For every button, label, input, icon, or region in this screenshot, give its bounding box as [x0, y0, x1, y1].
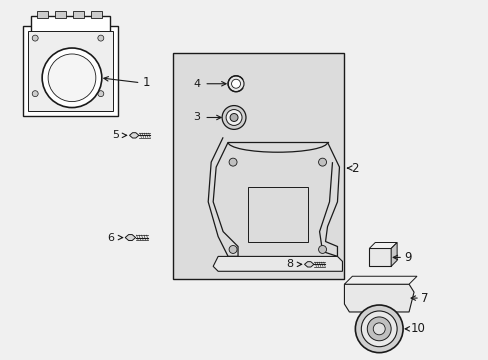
Circle shape [32, 35, 38, 41]
Circle shape [222, 105, 245, 129]
Circle shape [231, 79, 240, 88]
Circle shape [366, 317, 390, 341]
Bar [37, 11, 48, 18]
Text: 8: 8 [286, 259, 293, 269]
Bar [28, 31, 113, 111]
Bar [55, 11, 66, 18]
Text: 1: 1 [142, 76, 150, 89]
Circle shape [225, 109, 242, 125]
Circle shape [48, 54, 96, 102]
Circle shape [361, 311, 396, 347]
Text: 6: 6 [107, 233, 115, 243]
Bar [368, 248, 390, 266]
Text: 9: 9 [403, 251, 411, 264]
Bar [247, 187, 307, 242]
Circle shape [98, 35, 103, 41]
Polygon shape [129, 133, 139, 138]
Circle shape [318, 246, 326, 253]
Text: 3: 3 [193, 112, 200, 122]
Circle shape [230, 113, 238, 121]
Polygon shape [304, 262, 313, 267]
Bar [31, 16, 109, 34]
Text: 5: 5 [111, 130, 119, 140]
Circle shape [228, 158, 237, 166]
Polygon shape [344, 276, 416, 284]
Circle shape [98, 91, 103, 96]
Circle shape [42, 48, 102, 108]
Circle shape [227, 76, 244, 92]
Text: 4: 4 [193, 79, 200, 89]
Circle shape [32, 91, 38, 96]
Polygon shape [368, 243, 396, 248]
Bar [23, 26, 118, 116]
Polygon shape [213, 256, 342, 271]
Circle shape [372, 323, 385, 335]
Polygon shape [390, 243, 396, 266]
Polygon shape [344, 284, 413, 312]
Bar [173, 53, 344, 279]
Polygon shape [125, 235, 135, 240]
Bar [73, 11, 84, 18]
Bar [91, 11, 102, 18]
Circle shape [355, 305, 402, 353]
Circle shape [228, 246, 237, 253]
Text: 10: 10 [410, 322, 425, 336]
Text: 2: 2 [351, 162, 358, 175]
Circle shape [318, 158, 326, 166]
Text: 7: 7 [420, 292, 427, 305]
